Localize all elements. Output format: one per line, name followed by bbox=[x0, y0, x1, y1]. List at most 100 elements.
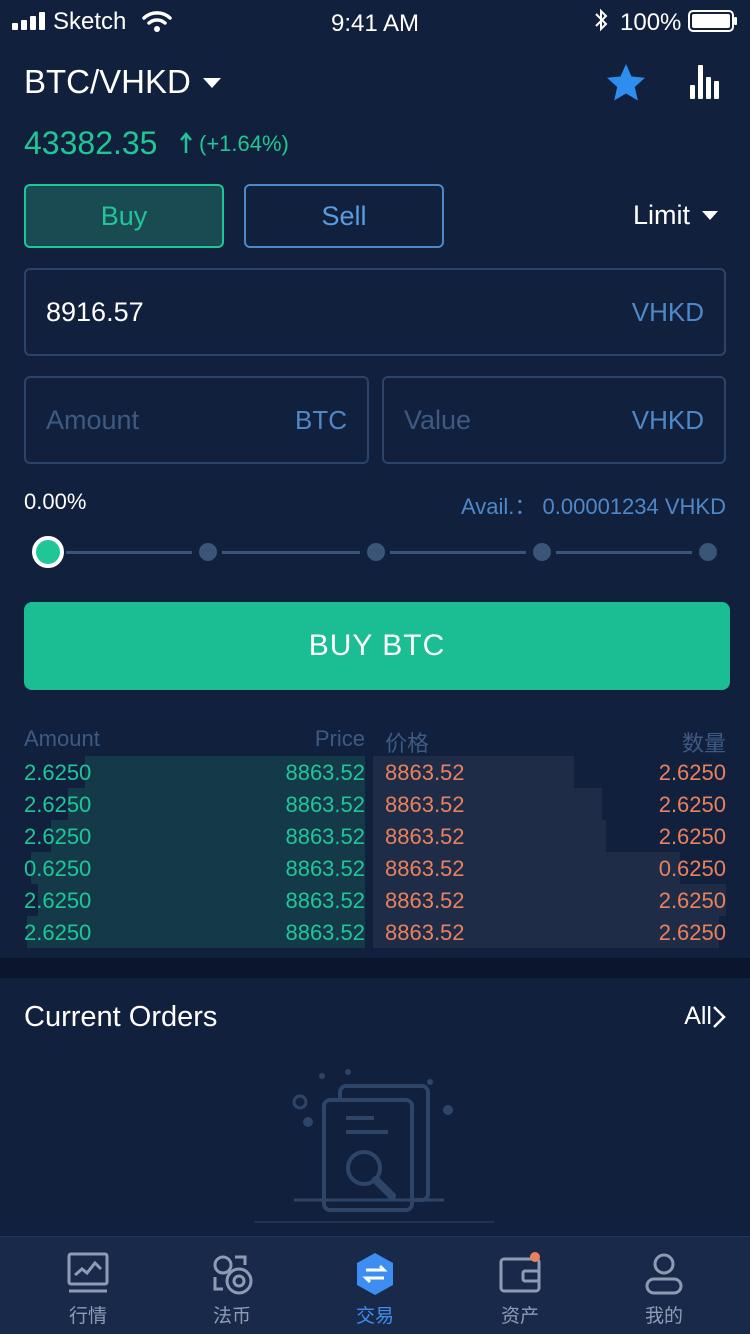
ask-price-cell: 8863.52 bbox=[385, 792, 465, 817]
all-orders-link[interactable]: All bbox=[684, 1002, 726, 1031]
ask-depth-bar bbox=[373, 756, 575, 788]
ask-depth-bar bbox=[373, 916, 719, 948]
bid-amount-header: Amount bbox=[24, 726, 100, 751]
slider-track[interactable] bbox=[222, 551, 360, 554]
bluetooth-icon bbox=[595, 8, 608, 32]
ask-depth-bar bbox=[373, 820, 606, 852]
status-bar: Sketch 9:41 AM 100% bbox=[0, 0, 750, 40]
bid-price-cell: 8863.52 bbox=[285, 920, 365, 945]
trade-icon bbox=[357, 1253, 393, 1295]
fiat-exchange-icon bbox=[213, 1255, 253, 1295]
value-unit: VHKD bbox=[631, 404, 704, 435]
buy-btc-button[interactable]: BUY BTC bbox=[24, 602, 730, 690]
order-book-row[interactable]: 0.6250 8863.52 8863.52 0.6250 bbox=[24, 852, 726, 884]
tab-sell[interactable]: Sell bbox=[244, 184, 444, 248]
pair-selector[interactable]: BTC/VHKD bbox=[24, 63, 221, 101]
ask-depth-bar bbox=[373, 788, 603, 820]
battery-percent: 100% bbox=[620, 9, 682, 36]
bid-depth-bar bbox=[27, 916, 365, 948]
chevron-right-icon bbox=[713, 1005, 726, 1028]
ask-price-cell: 8863.52 bbox=[385, 760, 465, 785]
bid-price-header: Price bbox=[314, 726, 365, 751]
bid-price-cell: 8863.52 bbox=[285, 824, 365, 849]
price-value[interactable]: 8916.57 bbox=[46, 296, 144, 327]
ask-amount-cell: 0.6250 bbox=[658, 856, 726, 881]
bid-amount-cell: 2.6250 bbox=[24, 888, 92, 913]
bid-price-cell: 8863.52 bbox=[285, 792, 365, 817]
ask-amount-cell: 2.6250 bbox=[658, 920, 726, 945]
status-time: 9:41 AM bbox=[330, 10, 420, 37]
amount-placeholder[interactable]: Amount bbox=[46, 404, 140, 435]
pair-name: BTC/VHKD bbox=[24, 63, 191, 100]
tab-fiat[interactable]: 法币 bbox=[157, 1237, 307, 1334]
order-type-dropdown[interactable]: Limit bbox=[633, 200, 719, 231]
slider-stop-75[interactable] bbox=[533, 543, 551, 561]
bid-price-cell: 8863.52 bbox=[285, 760, 365, 785]
bid-amount-cell: 0.6250 bbox=[24, 856, 92, 881]
tab-fiat-label: 法币 bbox=[212, 1305, 251, 1327]
carrier-name: Sketch bbox=[53, 8, 127, 35]
tab-buy[interactable]: Buy bbox=[24, 184, 224, 248]
last-price: 43382.35 bbox=[24, 125, 158, 161]
tab-trade[interactable]: 交易 bbox=[300, 1237, 450, 1334]
order-book-row[interactable]: 2.6250 8863.52 8863.52 2.6250 bbox=[24, 820, 726, 852]
bid-price-cell: 8863.52 bbox=[285, 888, 365, 913]
tab-assets-label: 资产 bbox=[500, 1305, 539, 1327]
slider-track[interactable] bbox=[390, 551, 526, 554]
tab-trade-label: 交易 bbox=[355, 1305, 394, 1327]
bid-amount-cell: 2.6250 bbox=[24, 760, 92, 785]
empty-orders-illustration bbox=[254, 1069, 494, 1223]
order-book-header: Amount Price 价格 数量 bbox=[24, 724, 726, 757]
value-input[interactable]: Value VHKD bbox=[382, 376, 726, 464]
bid-amount-cell: 2.6250 bbox=[24, 920, 92, 945]
price-change: (+1.64%) bbox=[199, 131, 289, 156]
bid-depth-bar bbox=[37, 884, 365, 916]
amount-input[interactable]: Amount BTC bbox=[24, 376, 369, 464]
tab-market[interactable]: 行情 bbox=[13, 1237, 163, 1334]
order-book-row[interactable]: 2.6250 8863.52 8863.52 2.6250 bbox=[24, 756, 726, 788]
order-book-row[interactable]: 2.6250 8863.52 8863.52 2.6250 bbox=[24, 916, 726, 948]
bid-amount-cell: 2.6250 bbox=[24, 824, 92, 849]
bottom-tab-bar: 行情 法币 交易 资产 我的 bbox=[0, 1236, 750, 1334]
section-divider bbox=[0, 958, 750, 978]
order-book-row[interactable]: 2.6250 8863.52 8863.52 2.6250 bbox=[24, 884, 726, 916]
tab-market-label: 行情 bbox=[68, 1305, 107, 1327]
profile-icon bbox=[645, 1253, 683, 1295]
all-orders-label: All bbox=[684, 1002, 712, 1030]
tab-assets[interactable]: 资产 bbox=[445, 1237, 595, 1334]
amount-slider[interactable] bbox=[30, 534, 720, 570]
ask-amount-header: 数量 bbox=[681, 732, 726, 757]
star-icon[interactable] bbox=[605, 63, 647, 103]
slider-thumb[interactable] bbox=[32, 536, 64, 568]
order-book-row[interactable]: 2.6250 8863.52 8863.52 2.6250 bbox=[24, 788, 726, 820]
ask-price-cell: 8863.52 bbox=[385, 888, 465, 913]
ask-amount-cell: 2.6250 bbox=[658, 888, 726, 913]
ask-amount-cell: 2.6250 bbox=[658, 824, 726, 849]
ask-depth-bar bbox=[373, 884, 726, 916]
ask-amount-cell: 2.6250 bbox=[658, 792, 726, 817]
order-type-label: Limit bbox=[633, 200, 691, 230]
current-orders-title: Current Orders bbox=[24, 1001, 218, 1033]
available-balance: Avail.： 0.00001234 VHKD bbox=[461, 494, 726, 519]
price-unit: VHKD bbox=[631, 296, 704, 327]
caret-down-icon bbox=[702, 211, 719, 220]
percent-label: 0.00% bbox=[24, 489, 87, 514]
wifi-icon bbox=[142, 11, 172, 32]
slider-track[interactable] bbox=[556, 551, 692, 554]
ask-depth-bar bbox=[373, 852, 681, 884]
caret-down-icon bbox=[202, 78, 221, 88]
bid-amount-cell: 2.6250 bbox=[24, 792, 92, 817]
slider-track[interactable] bbox=[66, 551, 192, 554]
slider-stop-50[interactable] bbox=[367, 543, 385, 561]
bid-depth-bar bbox=[85, 756, 365, 788]
kline-chart-icon[interactable] bbox=[688, 63, 724, 101]
bid-depth-bar bbox=[51, 820, 365, 852]
battery-icon bbox=[688, 10, 737, 32]
slider-stop-25[interactable] bbox=[199, 543, 217, 561]
slider-stop-100[interactable] bbox=[699, 543, 717, 561]
value-placeholder[interactable]: Value bbox=[404, 404, 472, 435]
tab-profile[interactable]: 我的 bbox=[589, 1237, 739, 1334]
amount-unit: BTC bbox=[295, 404, 347, 435]
arrow-up-icon bbox=[180, 132, 192, 153]
price-input[interactable]: 8916.57 VHKD bbox=[24, 268, 726, 356]
